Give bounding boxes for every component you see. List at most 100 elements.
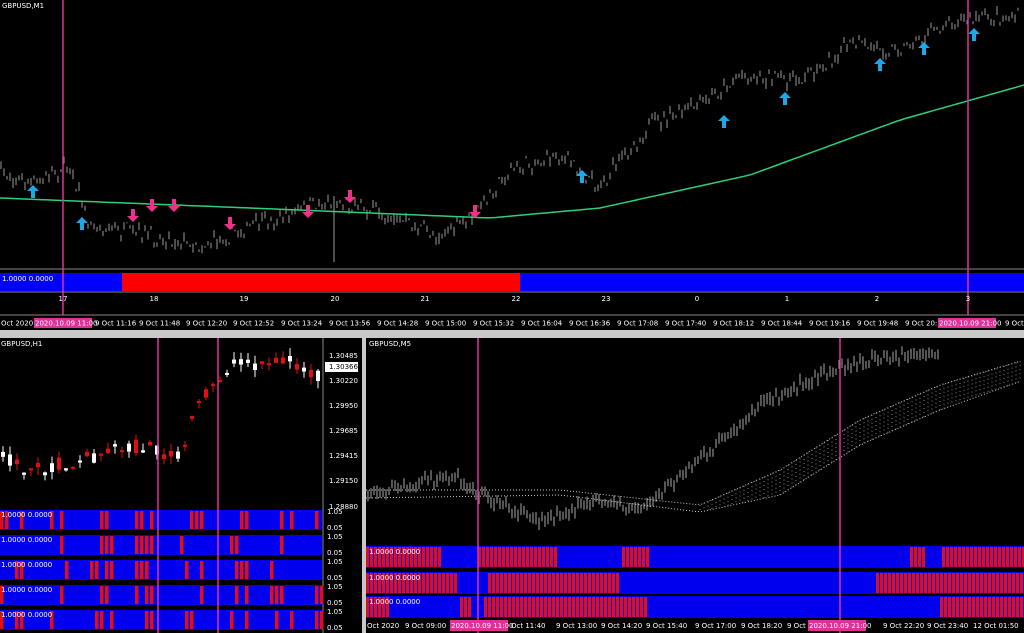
indicator-stripe [374,547,377,567]
time-label: 9 Oct 15:40 [646,622,687,630]
day-label: 22 [512,295,521,303]
indicator-stripe [418,547,421,567]
indicator-stripe [936,573,939,593]
indicator-stripe [942,547,945,567]
indicator-stripe [960,573,963,593]
indicator-stripe [280,586,284,604]
indicator-stripe [290,511,294,529]
time-label: 2020.10.09 21:00 [939,320,1001,328]
indicator-stripe [410,547,413,567]
indicator-stripe [240,511,244,529]
candle [302,367,306,372]
indicator-stripe [944,597,947,617]
indicator-stripe [972,573,975,593]
indicator-stripe [366,573,369,593]
indicator-stripe [418,573,421,593]
indicator-stripe [406,573,409,593]
time-highlight [34,318,92,328]
indicator-stripe [90,561,94,579]
indicator-stripe [964,597,967,617]
signal-arrow [968,28,980,41]
signal-arrow [576,170,588,183]
indicator-stripe [378,573,381,593]
time-label: 2020.10.09 21:00 [809,622,871,630]
indicator-stripe [540,597,543,617]
candle [106,448,110,454]
candle [232,359,236,364]
indicator-stripe [628,597,631,617]
indicator-stripe [1004,597,1007,617]
candle [64,468,68,471]
candle [183,444,187,447]
indicator-stripe [402,573,405,593]
time-label: 9 Oct 13:00 [556,622,597,630]
indicator-stripe [504,597,507,617]
indicator-stripe [50,611,54,629]
indicator-stripe [315,586,319,604]
indicator-stripe [496,573,499,593]
indicator-label: 1.0000 0.0000 [1,536,52,544]
indicator-stripe [398,547,401,567]
indicator-stripe [110,561,114,579]
indicator-stripe [580,573,583,593]
indicator-stripe [235,561,239,579]
indicator-stripe [1016,597,1019,617]
scale-label: 0.05 [327,574,343,582]
time-label: 9 Oct 12:20 [186,320,227,328]
candle [316,370,320,382]
scale-label: 0.05 [327,549,343,557]
time-label: 9 Oct 15:00 [425,320,466,328]
indicator-stripe [1010,547,1013,567]
indicator-stripe [60,511,64,529]
indicator-stripe [414,547,417,567]
indicator-stripe [478,547,481,567]
indicator-stripe [494,547,497,567]
indicator-stripe [488,573,491,593]
indicator-stripe [430,547,433,567]
candle [267,363,271,366]
candle [141,450,145,453]
indicator-stripe [568,573,571,593]
indicator-stripe [620,597,623,617]
indicator-stripe [896,573,899,593]
indicator-stripe [920,573,923,593]
indicator-stripe [554,547,557,567]
indicator-stripe [488,597,491,617]
indicator-stripe [976,573,979,593]
candle [127,443,131,452]
indicator-stripe [516,597,519,617]
indicator-stripe [1012,597,1015,617]
candle [113,444,117,447]
chart-title: GBPUSD,M5 [369,340,411,348]
indicator-stripe [110,611,114,629]
indicator-stripe [280,511,284,529]
indicator-stripe [275,586,279,604]
indicator-stripe [185,611,189,629]
cloud-line [366,360,1021,506]
scale-label: 0.05 [327,624,343,632]
indicator-bar [0,585,322,605]
indicator-stripe [996,573,999,593]
indicator-stripe [918,547,921,567]
indicator-stripe [612,573,615,593]
indicator-stripe [884,573,887,593]
time-label: 9 Oct 17:00 [695,622,736,630]
indicator-stripe [145,536,149,554]
indicator-stripe [245,586,249,604]
time-label: 9 Oct 18:44 [761,320,803,328]
indicator-stripe [532,597,535,617]
indicator-stripe [1016,573,1019,593]
indicator-stripe [528,597,531,617]
signal-arrow [76,217,88,230]
indicator-stripe [616,597,619,617]
indicator-stripe [528,573,531,593]
indicator-stripe [366,597,369,617]
candle [78,460,82,463]
indicator-stripe [145,611,149,629]
indicator-stripe [434,547,437,567]
candle [253,363,257,371]
indicator-stripe [542,547,545,567]
candle [246,359,250,363]
day-label: 19 [240,295,249,303]
indicator-stripe [406,547,409,567]
